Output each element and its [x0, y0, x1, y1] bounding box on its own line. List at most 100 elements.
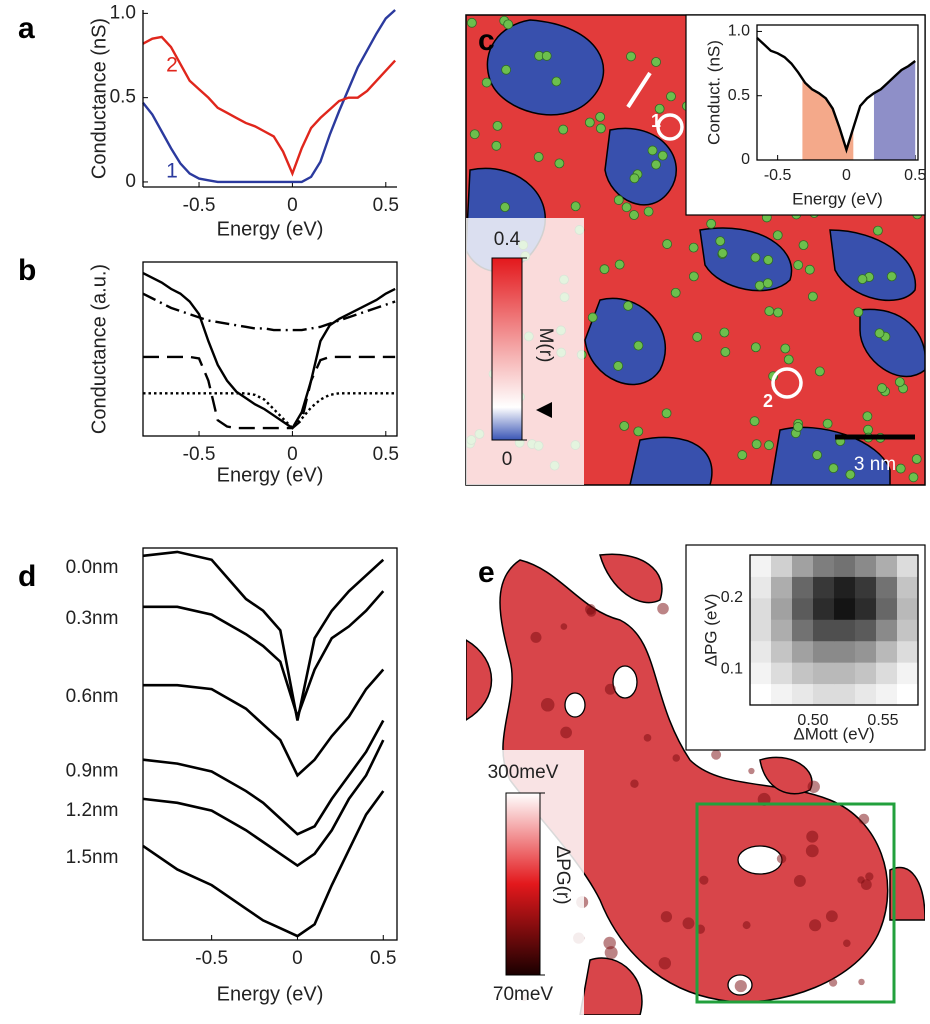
- site-dot: [614, 259, 625, 270]
- site-dot: [772, 230, 783, 241]
- site-dot: [873, 225, 883, 236]
- axes-frame: [756, 24, 919, 161]
- y-axis-label: Conduct. (nS): [704, 40, 723, 145]
- heat-cell: [792, 683, 814, 706]
- site-dot: [793, 260, 804, 270]
- heat-cell: [897, 640, 919, 663]
- series-label: 2: [166, 54, 178, 77]
- site-dot: [621, 202, 632, 213]
- colorbar-label: 0: [502, 449, 513, 470]
- heat-cell: [897, 576, 919, 599]
- heat-cell: [813, 662, 835, 685]
- panel-letter: e: [478, 556, 495, 589]
- site-dot: [647, 145, 658, 156]
- site-dot: [662, 239, 673, 249]
- site-dot: [651, 57, 661, 67]
- dark-spot: [603, 936, 616, 950]
- dark-spot: [672, 754, 680, 762]
- heat-cell: [750, 619, 772, 642]
- site-dot: [670, 287, 681, 298]
- heat-cell: [876, 683, 898, 706]
- line-series: [142, 292, 396, 332]
- series-label: 0.6nm: [66, 686, 119, 707]
- site-dot: [692, 332, 703, 342]
- site-dot: [764, 440, 774, 451]
- site-dot: [657, 150, 668, 161]
- x-tick-label: -0.5: [764, 167, 792, 184]
- x-axis-label: Energy (eV): [217, 218, 324, 240]
- line-series: [756, 36, 916, 154]
- heat-cell: [855, 555, 877, 577]
- site-dot: [613, 195, 624, 205]
- heat-cell: [834, 597, 856, 620]
- site-dot: [541, 51, 552, 61]
- site-dot: [853, 307, 864, 318]
- series-label: 0.9nm: [66, 761, 119, 782]
- heat-cell: [750, 640, 772, 663]
- colorbar-label: 300meV: [488, 762, 559, 783]
- heat-cell: [876, 597, 898, 620]
- y-tick-label: 0.2: [721, 589, 743, 606]
- line-series: [143, 668, 385, 778]
- line-series: [142, 790, 385, 938]
- site-dot: [688, 242, 699, 253]
- dark-spot: [860, 879, 872, 891]
- x-tick-label: 0: [292, 948, 303, 969]
- site-dot: [570, 201, 581, 212]
- site-dot: [613, 361, 624, 371]
- dark-spot: [660, 911, 673, 923]
- site-dot: [814, 366, 825, 377]
- site-dot: [706, 218, 717, 229]
- heat-cell: [750, 683, 772, 706]
- site-dot: [599, 264, 610, 275]
- heat-cell: [855, 576, 877, 599]
- x-tick-label: 0.5: [373, 195, 399, 216]
- site-dot: [857, 274, 868, 285]
- y-tick-label: 0: [125, 171, 136, 192]
- heat-cell: [834, 683, 856, 706]
- heat-cell: [813, 597, 835, 620]
- site-dot: [587, 312, 598, 323]
- x-tick-label: 0.5: [904, 167, 926, 184]
- heat-cell: [813, 683, 835, 706]
- heat-cell: [750, 662, 772, 685]
- site-dot: [845, 469, 856, 480]
- heat-cell: [876, 555, 898, 577]
- site-dot: [877, 383, 887, 393]
- panel-letter: c: [478, 24, 495, 57]
- dark-spot: [699, 875, 709, 885]
- site-dot: [895, 463, 906, 474]
- site-dot: [862, 411, 873, 422]
- dark-spot: [829, 978, 838, 987]
- site-dot: [793, 421, 803, 432]
- dark-spot: [540, 698, 555, 712]
- dark-spot: [843, 939, 851, 948]
- site-dot: [807, 291, 818, 302]
- site-dot: [666, 91, 676, 102]
- heat-cell: [771, 555, 793, 577]
- heat-cell: [834, 640, 856, 663]
- site-dot: [500, 202, 510, 213]
- dark-spot: [776, 853, 787, 864]
- heat-cell: [855, 640, 877, 663]
- site-dot: [804, 264, 815, 275]
- x-axis-label: Energy (eV): [217, 464, 324, 486]
- x-tick-label: 0: [287, 444, 298, 465]
- dark-spot: [865, 872, 874, 881]
- site-dot: [719, 327, 730, 338]
- site-dot: [533, 152, 544, 162]
- x-tick-label: -0.5: [183, 195, 216, 216]
- heat-cell: [897, 555, 919, 577]
- site-dot: [661, 408, 672, 419]
- dark-spot: [560, 726, 572, 739]
- heat-cell: [897, 597, 919, 620]
- site-dot: [780, 343, 791, 354]
- heat-cell: [771, 662, 793, 685]
- y-tick-label: 0.5: [110, 87, 136, 108]
- dark-spot: [805, 844, 819, 858]
- site-dot: [750, 252, 761, 263]
- x-tick-label: 0.5: [373, 444, 399, 465]
- site-dot: [623, 300, 634, 311]
- scale-bar-label: 3 nm: [854, 454, 896, 475]
